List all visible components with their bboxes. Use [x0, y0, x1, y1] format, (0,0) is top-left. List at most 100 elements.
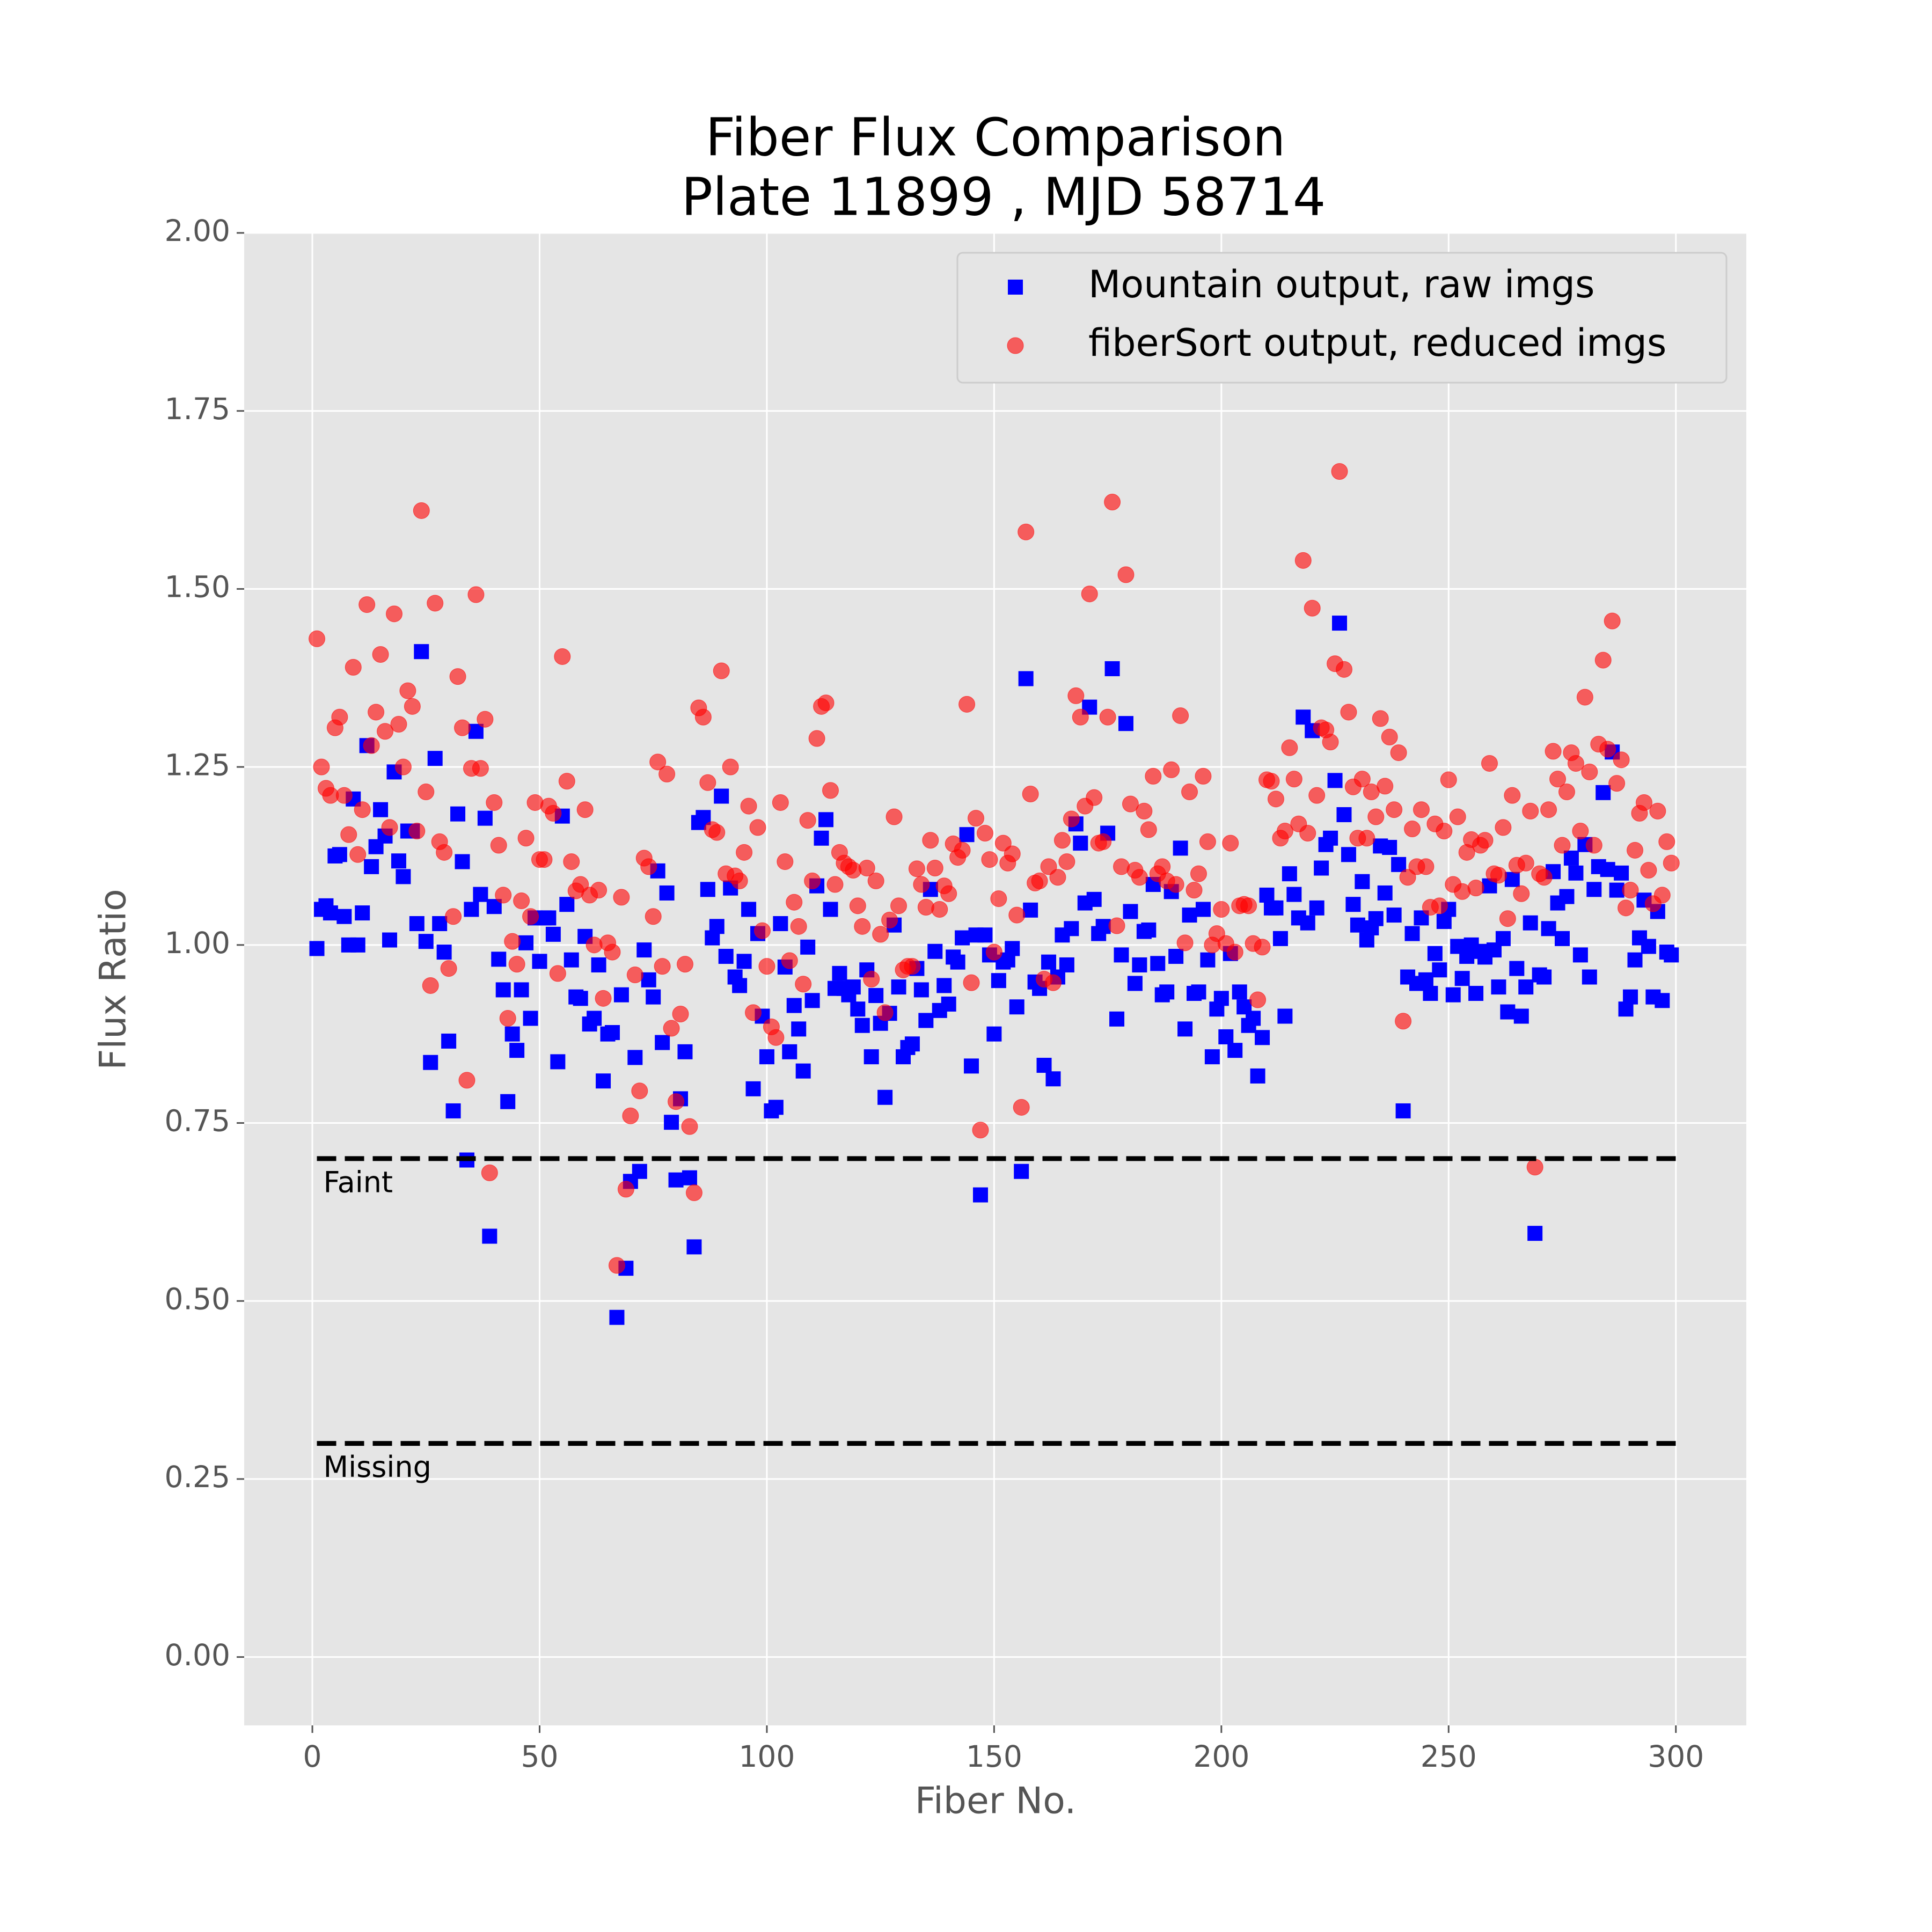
- threshold-label: Missing: [324, 1450, 431, 1484]
- point: [1358, 830, 1375, 847]
- point: [454, 719, 471, 736]
- point: [1213, 901, 1230, 918]
- point: [1195, 767, 1212, 785]
- point: [1418, 972, 1433, 987]
- point: [1277, 1008, 1293, 1024]
- point: [613, 889, 630, 906]
- point: [1067, 687, 1085, 704]
- point: [390, 716, 407, 733]
- point: [986, 1026, 1002, 1042]
- point: [1526, 1159, 1543, 1176]
- point: [336, 909, 352, 924]
- point: [1267, 791, 1284, 808]
- point: [849, 897, 866, 914]
- point: [868, 988, 884, 1004]
- point: [972, 1187, 988, 1203]
- point: [941, 996, 956, 1012]
- point: [1282, 866, 1297, 882]
- point: [1467, 880, 1484, 897]
- point: [1500, 1004, 1516, 1020]
- point: [1555, 931, 1570, 946]
- point: [891, 979, 906, 995]
- y-tick-label: 0.75: [165, 1104, 230, 1138]
- point: [659, 885, 675, 901]
- point: [1250, 1068, 1265, 1084]
- point: [1609, 882, 1624, 898]
- point: [1222, 835, 1239, 852]
- point: [817, 694, 835, 712]
- point: [532, 954, 547, 969]
- point: [394, 758, 412, 775]
- point: [1323, 830, 1338, 846]
- point: [713, 662, 730, 679]
- point: [1541, 921, 1556, 936]
- point: [1176, 934, 1194, 952]
- legend-label: Mountain output, raw imgs: [1088, 262, 1594, 306]
- point: [804, 993, 820, 1008]
- point: [1122, 795, 1139, 813]
- point: [926, 860, 943, 877]
- point: [1576, 689, 1593, 706]
- point: [672, 1006, 689, 1023]
- point: [541, 910, 557, 926]
- point: [904, 1036, 920, 1052]
- point: [863, 1049, 879, 1065]
- point: [1572, 947, 1588, 963]
- point: [418, 784, 435, 801]
- point: [349, 846, 367, 863]
- y-tick-label: 1.00: [165, 926, 230, 960]
- point: [677, 1044, 693, 1059]
- point: [759, 1049, 774, 1065]
- point: [335, 787, 353, 804]
- point: [422, 977, 439, 994]
- point: [1182, 908, 1197, 923]
- point: [1558, 784, 1575, 801]
- point: [1390, 744, 1407, 762]
- point: [1436, 823, 1453, 840]
- point: [1423, 986, 1438, 1001]
- point: [994, 835, 1012, 852]
- point: [641, 972, 656, 987]
- point: [772, 794, 789, 811]
- point: [1604, 612, 1621, 630]
- point: [814, 830, 829, 846]
- chart-title: Fiber Flux Comparison: [706, 107, 1286, 167]
- point: [1581, 763, 1598, 780]
- y-tick-label: 2.00: [165, 214, 230, 248]
- point: [714, 788, 729, 804]
- point: [722, 758, 739, 775]
- point: [990, 890, 1007, 908]
- point: [931, 901, 948, 918]
- point: [694, 708, 712, 726]
- point: [1104, 661, 1120, 677]
- point: [968, 810, 985, 827]
- point: [413, 502, 430, 519]
- point: [1331, 463, 1348, 480]
- point: [741, 902, 757, 917]
- point: [1567, 755, 1584, 772]
- point: [587, 1011, 602, 1026]
- point: [1454, 971, 1470, 986]
- point: [636, 942, 652, 958]
- point: [490, 837, 507, 854]
- point: [1476, 832, 1494, 849]
- x-tick-label: 100: [738, 1739, 795, 1774]
- point: [596, 1073, 611, 1089]
- point: [1309, 900, 1324, 916]
- point: [1627, 841, 1644, 859]
- point: [1181, 784, 1198, 801]
- point: [681, 1118, 698, 1135]
- point: [604, 943, 621, 961]
- point: [545, 804, 562, 822]
- point: [745, 1004, 762, 1021]
- point: [1031, 872, 1048, 889]
- point: [826, 876, 844, 893]
- point: [1145, 767, 1162, 785]
- point: [482, 1228, 497, 1244]
- point: [626, 967, 643, 984]
- point: [1413, 801, 1430, 818]
- point: [1018, 671, 1034, 686]
- point: [1559, 889, 1575, 904]
- point: [663, 1020, 680, 1037]
- point: [795, 1063, 811, 1079]
